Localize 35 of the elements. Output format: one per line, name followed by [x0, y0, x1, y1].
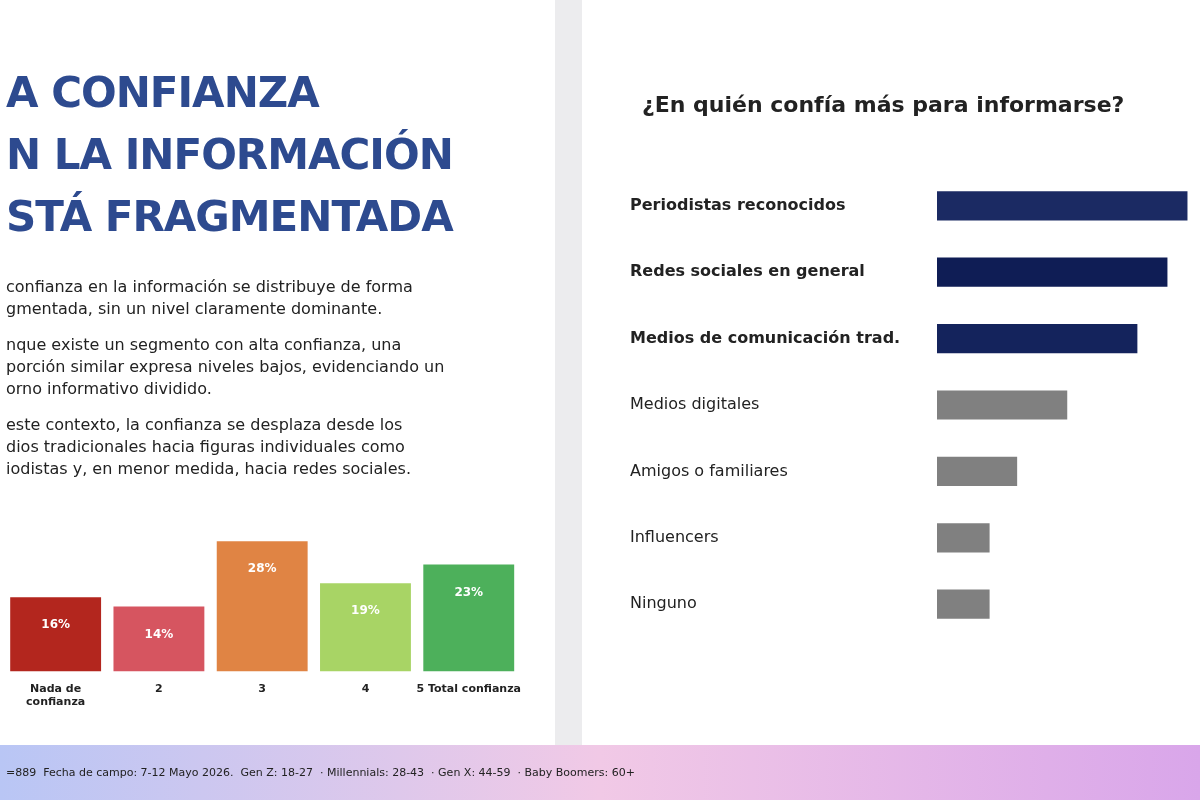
bar — [216, 541, 308, 672]
text: este contexto, la confianza se desplaza desde los dios tradicionales hacia figuras individuales como iodistas y, en menor medida, hacia redes sociales. — [6, 414, 413, 480]
x-tick-label: 5 Total confianza — [416, 682, 522, 696]
bar — [937, 523, 990, 553]
text: confianza en la información se distribuye de forma gmentada, sin un nivel claramente dominante. — [6, 276, 414, 320]
bar — [320, 583, 411, 672]
text: nque existe un segmento con alta confianza, una porción similar expresa niveles bajos, evidenciando un orno informativo dividido. — [6, 334, 446, 400]
bar — [937, 323, 1138, 354]
y-tick-label: Periodistas reconocidos — [630, 194, 846, 214]
chart-title: ¿En quién confía más para informarse? — [642, 92, 1125, 117]
bar — [113, 606, 205, 672]
data-label: 19% — [351, 603, 380, 618]
data-label: 14% — [144, 626, 174, 641]
y-tick-label: Ninguno — [630, 593, 697, 613]
x-tick-label: 4 — [361, 682, 370, 696]
y-tick-label: Medios digitales — [630, 394, 760, 414]
bar — [10, 597, 102, 672]
bar — [937, 390, 1068, 420]
data-label: 23% — [454, 584, 484, 599]
bar — [937, 456, 1018, 487]
text: =889 Fecha de campo: 7-12 Mayo 2026. Gen Z: 18-27 · Millennials: 28-43 · Gen X: 44-59 · Baby Boomers: 60+ — [6, 766, 635, 779]
x-tick-label: 3 — [258, 682, 267, 696]
y-tick-label: Amigos o familiares — [630, 460, 788, 480]
data-label: 16% — [41, 617, 71, 632]
x-tick-label: Nada de confianza — [26, 682, 86, 709]
y-tick-label: Influencers — [630, 526, 719, 546]
bar — [937, 191, 1188, 221]
y-tick-label: Redes sociales en general — [630, 261, 865, 281]
bar — [423, 564, 515, 672]
bar — [937, 589, 990, 619]
data-label: 28% — [247, 561, 277, 576]
y-tick-label: Medios de comunicación trad. — [630, 327, 901, 347]
bar — [937, 257, 1168, 287]
chart-title: A CONFIANZA N LA INFORMACIÓN STÁ FRAGMENTADA — [6, 67, 453, 243]
x-tick-label: 2 — [155, 682, 163, 696]
